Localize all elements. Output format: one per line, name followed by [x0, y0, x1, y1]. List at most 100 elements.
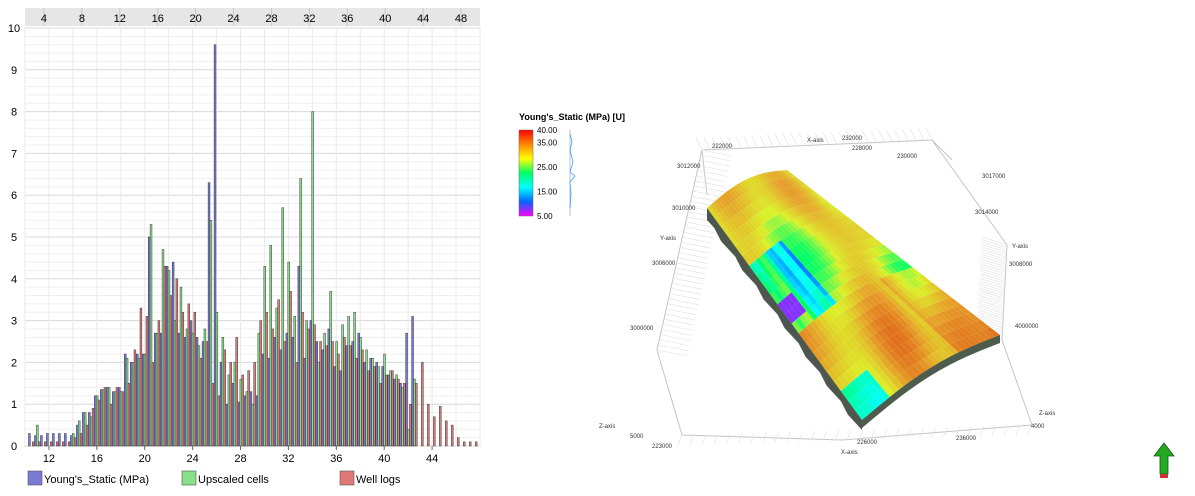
wireframe-line	[798, 133, 806, 146]
wireframe-line	[830, 132, 838, 145]
surface-cell	[833, 377, 846, 392]
surface-cell	[757, 240, 769, 253]
surface-cell	[856, 329, 869, 342]
x-tick-label: 36	[330, 453, 342, 465]
wireframe-line	[806, 133, 814, 146]
surface-cell	[842, 269, 855, 280]
wireframe-line	[981, 248, 1007, 258]
histogram-bar	[333, 366, 336, 447]
histogram-bar	[463, 441, 466, 447]
surface-cell	[776, 227, 788, 238]
histogram-bar	[279, 349, 283, 447]
surface-cell	[864, 338, 877, 351]
surface-cell	[764, 235, 775, 248]
surface-cell	[791, 289, 803, 302]
surface-cell	[821, 326, 833, 340]
3d-property-view: Young's_Static (MPa) [U] 40.00 35.00 25.00 1…	[512, 90, 1195, 480]
surface-cell	[829, 305, 841, 318]
surface-cell	[797, 255, 809, 267]
histogram-bar	[183, 337, 187, 447]
surface-cell	[852, 393, 864, 407]
histogram-bar	[193, 311, 197, 447]
histogram-bar	[415, 383, 418, 447]
wireframe-line	[701, 139, 933, 151]
histogram-bar	[313, 324, 316, 447]
axis-label-left: Z-axis	[599, 424, 615, 430]
surface-cell	[829, 208, 842, 217]
surface-cell	[776, 170, 789, 179]
surface-cell	[931, 314, 945, 325]
surface-cell	[958, 326, 973, 337]
wireframe-line	[979, 282, 1005, 292]
surface-cell	[889, 322, 902, 334]
axis-label-left: 3010000	[672, 206, 696, 212]
wireframe-line	[676, 262, 707, 270]
histogram-bar	[109, 403, 113, 447]
histogram-bar	[341, 324, 344, 447]
surface-cell	[836, 247, 849, 258]
histogram-bar	[73, 437, 77, 447]
surface-cell	[731, 231, 742, 244]
histogram-bar	[261, 353, 265, 447]
surface-cell	[831, 348, 844, 362]
surface-cell	[927, 340, 941, 352]
histogram-bar	[301, 311, 304, 447]
surface-cell	[802, 326, 814, 340]
surface-cell	[922, 306, 936, 317]
surface-cell	[871, 257, 885, 267]
surface-cell	[741, 180, 753, 191]
histogram-bar	[147, 236, 151, 447]
surface-cell	[832, 217, 845, 226]
histogram-bar	[377, 366, 380, 447]
surface-cell	[837, 236, 850, 246]
surface-cell	[855, 288, 868, 299]
surface-cell	[892, 262, 906, 271]
surface-cell	[753, 229, 764, 241]
histogram-bar	[145, 316, 149, 447]
wireframe-line	[931, 427, 936, 438]
histogram-bar	[100, 389, 103, 447]
surface-cell	[889, 252, 904, 262]
surface-cell	[909, 350, 923, 362]
wireframe-line	[695, 180, 726, 188]
surface-cell	[787, 277, 799, 290]
surface-cell	[770, 231, 782, 243]
surface-cell	[794, 230, 806, 241]
histogram-bar	[451, 424, 454, 447]
histogram-bar	[34, 435, 37, 447]
surface-cell	[883, 368, 896, 381]
surface-cell	[905, 268, 919, 278]
surface-cell	[871, 362, 884, 376]
histogram-bar	[257, 332, 260, 447]
top-axis-tick-label: 28	[265, 13, 277, 25]
surface-cell	[766, 182, 778, 192]
surface-cell	[859, 251, 872, 261]
surface-cell	[890, 273, 904, 283]
surface-cell	[824, 241, 837, 251]
surface-cell	[779, 253, 791, 266]
histogram-bar	[130, 362, 133, 447]
histogram-bar	[361, 349, 364, 447]
histogram-bar	[369, 357, 372, 447]
surface-cell	[809, 336, 821, 350]
surface-cell	[918, 332, 932, 343]
surface-cell	[744, 179, 756, 189]
surface-cell	[808, 235, 821, 246]
wireframe-line	[782, 134, 790, 147]
surface-cell	[944, 309, 958, 319]
wireframe-line	[762, 432, 767, 443]
histogram-bar	[263, 266, 266, 447]
histogram-bar	[245, 391, 249, 447]
histogram-bar	[283, 341, 286, 447]
surface-cell	[775, 202, 787, 212]
histogram-bar	[389, 370, 392, 447]
surface-cell	[883, 287, 897, 298]
top-axis-tick-label: 8	[79, 13, 85, 25]
surface-cell	[949, 318, 963, 329]
surface-cell	[757, 211, 769, 223]
wireframe-line	[810, 431, 816, 442]
axis-label-left: 3000000	[630, 326, 654, 332]
surface-cell	[870, 378, 882, 392]
surface-cell	[835, 226, 848, 236]
surface-cell	[772, 259, 784, 271]
